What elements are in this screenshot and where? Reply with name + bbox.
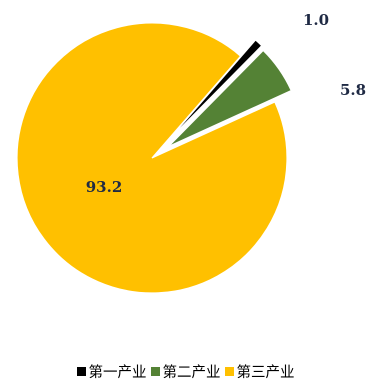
pie-slice-secondary [167, 49, 293, 148]
legend-item-tertiary: 第三产业 [224, 361, 295, 382]
data-label-tertiary: 93.2 [86, 178, 123, 196]
pie-chart: 1.0 5.8 93.2 [16, 11, 366, 294]
legend-swatch-secondary [150, 366, 160, 376]
legend-swatch-tertiary [224, 366, 234, 376]
pie-slice-primary [166, 39, 263, 143]
legend-swatch-primary [76, 366, 86, 376]
pie-slice-tertiary [16, 22, 288, 294]
data-label-secondary: 5.8 [340, 81, 366, 99]
legend-item-secondary: 第二产业 [150, 361, 221, 382]
pie-labels: 1.0 5.8 93.2 [86, 11, 366, 196]
legend-label-tertiary: 第三产业 [236, 364, 295, 381]
legend-item-primary: 第一产业 [76, 361, 147, 382]
pie-slices [16, 22, 293, 294]
legend-label-secondary: 第二产业 [162, 364, 221, 381]
data-label-primary: 1.0 [303, 11, 329, 29]
legend-label-primary: 第一产业 [88, 364, 147, 381]
chart-legend: 第一产业 第二产业 第三产业 [0, 360, 371, 382]
